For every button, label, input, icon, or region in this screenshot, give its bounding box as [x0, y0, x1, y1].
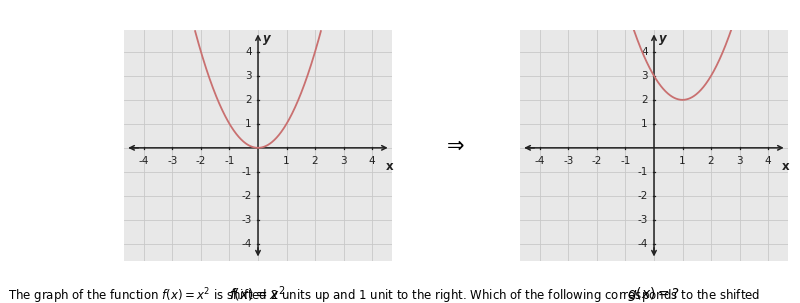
Text: 2: 2 — [641, 95, 648, 105]
Text: -2: -2 — [592, 155, 602, 165]
Text: 4: 4 — [245, 47, 252, 57]
Text: 1: 1 — [641, 119, 648, 129]
Text: The graph of the function $f(x) = x^2$ is shifted 2 units up and 1 unit to the r: The graph of the function $f(x) = x^2$ i… — [8, 286, 760, 303]
Text: 2: 2 — [312, 155, 318, 165]
Text: x: x — [782, 160, 789, 173]
Text: -4: -4 — [242, 239, 252, 249]
Text: 2: 2 — [245, 95, 252, 105]
Text: -2: -2 — [242, 191, 252, 201]
Text: 4: 4 — [369, 155, 375, 165]
Text: y: y — [263, 32, 270, 45]
Text: -4: -4 — [638, 239, 648, 249]
Text: 2: 2 — [708, 155, 714, 165]
Text: -2: -2 — [638, 191, 648, 201]
Text: 3: 3 — [245, 71, 252, 81]
Text: -1: -1 — [620, 155, 630, 165]
Text: -1: -1 — [242, 167, 252, 177]
Text: 1: 1 — [245, 119, 252, 129]
Text: 4: 4 — [641, 47, 648, 57]
Text: 3: 3 — [736, 155, 743, 165]
Text: -3: -3 — [563, 155, 574, 165]
Text: 3: 3 — [340, 155, 347, 165]
Text: 1: 1 — [283, 155, 290, 165]
Text: ⇒: ⇒ — [447, 135, 465, 155]
Text: 3: 3 — [641, 71, 648, 81]
Text: -3: -3 — [167, 155, 178, 165]
Text: y: y — [659, 32, 666, 45]
Text: -1: -1 — [224, 155, 234, 165]
Text: $f(x) = x^2$: $f(x) = x^2$ — [230, 285, 286, 303]
Text: -3: -3 — [242, 215, 252, 225]
Text: -2: -2 — [196, 155, 206, 165]
Text: 1: 1 — [679, 155, 686, 165]
Text: -4: -4 — [138, 155, 149, 165]
Text: -4: -4 — [534, 155, 545, 165]
Text: -3: -3 — [638, 215, 648, 225]
Text: 4: 4 — [765, 155, 771, 165]
Text: x: x — [386, 160, 393, 173]
Text: -1: -1 — [638, 167, 648, 177]
Text: $g(x) = ?$: $g(x) = ?$ — [627, 285, 681, 303]
